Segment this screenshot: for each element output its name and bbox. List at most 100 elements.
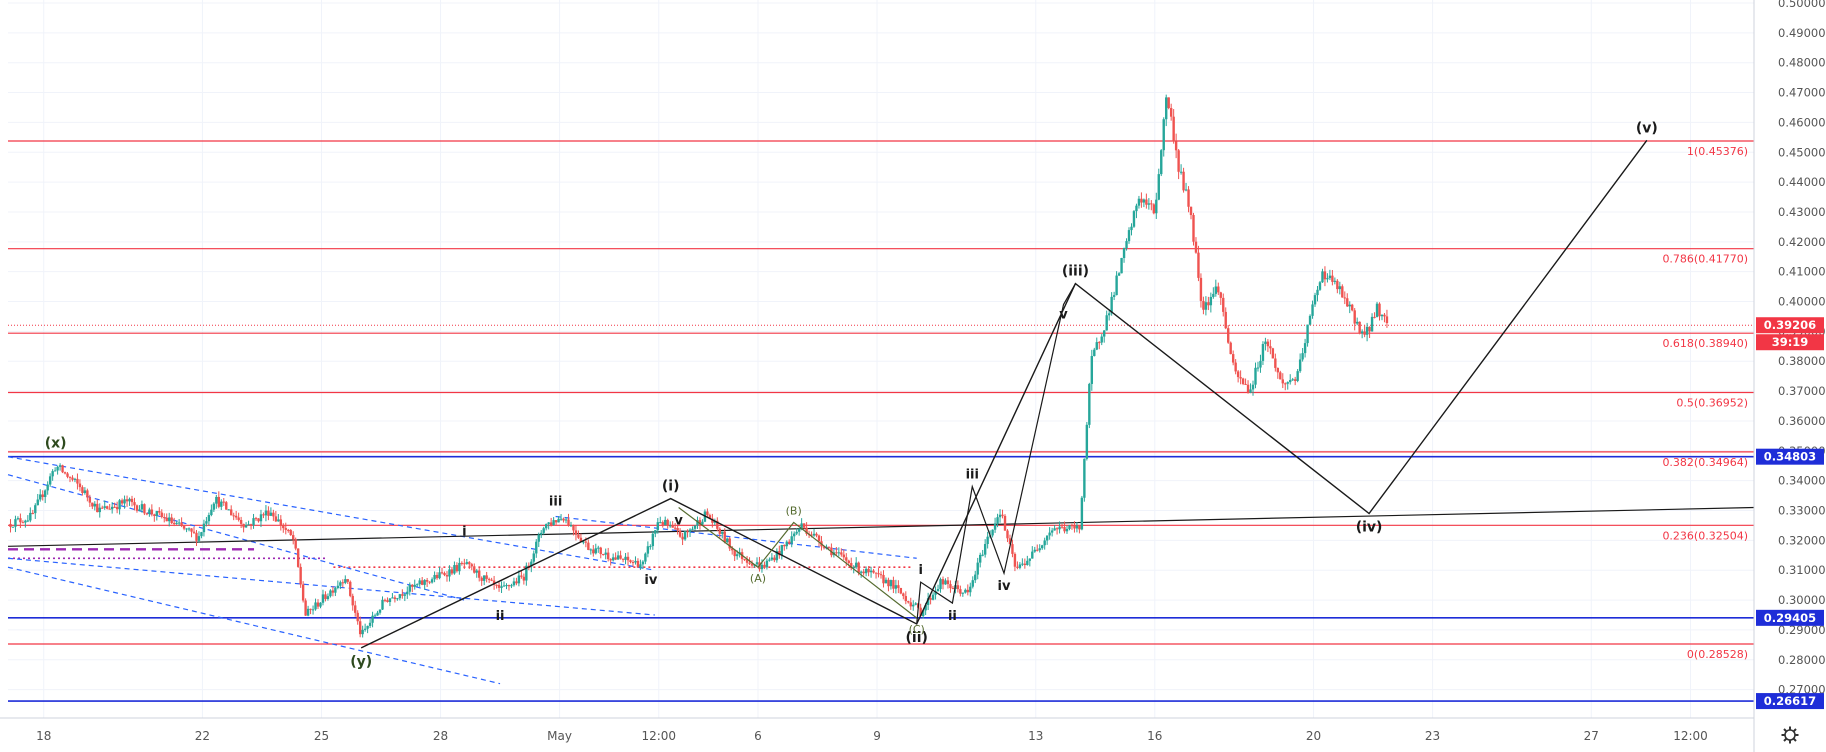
candle-body xyxy=(780,545,783,556)
candle-body xyxy=(718,528,721,534)
price-axis[interactable]: 0.50000 0.49000 0.48000 0.47000 0.46000 0.450… xyxy=(1753,0,1826,752)
candle-body xyxy=(222,501,225,503)
candle-body xyxy=(1135,205,1138,212)
candle-body xyxy=(463,563,466,565)
time-axis[interactable]: 18 22 25 28 May 12:00 6 9 13 16 20 23 27 12:00 xyxy=(0,717,1754,743)
price-tick-label: 0.40000 xyxy=(1778,295,1826,309)
candle-body xyxy=(1363,331,1366,335)
candle-body xyxy=(1155,199,1158,214)
candle-body xyxy=(225,502,228,510)
candle-body xyxy=(259,514,263,522)
time-tick-label: 23 xyxy=(1425,729,1440,743)
candle-body xyxy=(1244,383,1247,385)
candle-body xyxy=(378,609,382,613)
candle-body xyxy=(1016,566,1019,568)
candle-body xyxy=(1234,362,1237,372)
candle-body xyxy=(931,594,935,600)
candle-body xyxy=(1162,119,1165,151)
candle-body xyxy=(324,594,327,600)
candle-body xyxy=(120,500,124,504)
candle-body xyxy=(592,549,595,554)
candle-body xyxy=(1197,252,1200,278)
candle-body xyxy=(1289,380,1292,383)
candle-body xyxy=(1269,346,1272,349)
candle-body xyxy=(418,580,421,585)
candle-body xyxy=(411,584,414,587)
candle-body xyxy=(170,517,173,524)
candle-body xyxy=(406,591,409,595)
candle-body xyxy=(487,578,491,580)
candle-body xyxy=(249,524,253,526)
candle-body xyxy=(475,570,478,573)
time-tick-label: 25 xyxy=(314,729,329,743)
candle-body xyxy=(1303,343,1307,354)
candle-body xyxy=(1202,300,1205,310)
candle-body xyxy=(800,523,803,530)
candle-body xyxy=(1274,358,1277,368)
candle-body xyxy=(1026,560,1029,566)
candle-body xyxy=(604,552,607,555)
candle-body xyxy=(294,539,297,549)
candle-body xyxy=(1383,314,1386,317)
candle-body xyxy=(1313,295,1317,305)
minor-wave-label: i xyxy=(918,563,922,578)
candle-body xyxy=(926,598,930,605)
candle-body xyxy=(678,530,682,537)
candle-body xyxy=(981,554,984,556)
candle-body xyxy=(797,529,801,532)
candle-body xyxy=(220,501,223,507)
candle-body xyxy=(1145,199,1148,205)
candle-body xyxy=(1043,540,1046,546)
candle-body xyxy=(93,503,97,507)
candle-body xyxy=(1333,280,1337,282)
candle-body xyxy=(795,531,798,534)
candle-body xyxy=(1110,296,1113,314)
candle-body xyxy=(51,471,54,477)
candle-body xyxy=(659,522,662,524)
candle-body xyxy=(1296,371,1299,381)
price-tick-label: 0.47000 xyxy=(1778,86,1826,100)
candle-body xyxy=(884,579,888,584)
candle-body xyxy=(78,483,82,488)
candle-body xyxy=(634,560,637,563)
candle-body xyxy=(140,504,144,510)
candle-body xyxy=(537,534,540,542)
candle-body xyxy=(1177,150,1180,172)
candle-body xyxy=(711,518,714,523)
candle-body xyxy=(748,562,751,564)
candle-body xyxy=(31,512,35,514)
candle-body xyxy=(919,607,922,617)
candle-body xyxy=(358,621,362,635)
candle-body xyxy=(716,520,719,529)
candle-body xyxy=(1117,273,1121,276)
candle-body xyxy=(158,510,161,513)
settings[interactable] xyxy=(1781,726,1799,744)
candle-body xyxy=(951,588,955,590)
candle-body xyxy=(455,565,459,572)
candle-body xyxy=(368,622,372,626)
candle-body xyxy=(1251,384,1255,390)
candle-body xyxy=(1224,311,1227,329)
candle-body xyxy=(924,604,927,611)
level-price-tag: 0.29405 xyxy=(1764,611,1816,625)
candle-body xyxy=(535,541,538,554)
candle-body xyxy=(197,536,201,541)
candle-body xyxy=(366,625,369,629)
primary-wave-path xyxy=(360,139,1648,649)
price-tick-label: 0.28000 xyxy=(1778,653,1826,667)
candle-body xyxy=(234,515,238,518)
candle-body xyxy=(1137,198,1141,206)
candle-body xyxy=(616,555,620,560)
candle-body xyxy=(1378,303,1381,317)
candle-body xyxy=(257,518,260,522)
candle-body xyxy=(254,518,258,520)
current-price-tag: 0.39206 xyxy=(1764,318,1816,332)
candle-body xyxy=(559,518,563,520)
candle-body xyxy=(1167,97,1170,109)
candle-body xyxy=(597,547,600,549)
candle-body xyxy=(58,465,62,467)
candle-body xyxy=(904,596,908,602)
candle-body xyxy=(398,594,402,599)
minor-wave-label: iv xyxy=(644,573,657,588)
